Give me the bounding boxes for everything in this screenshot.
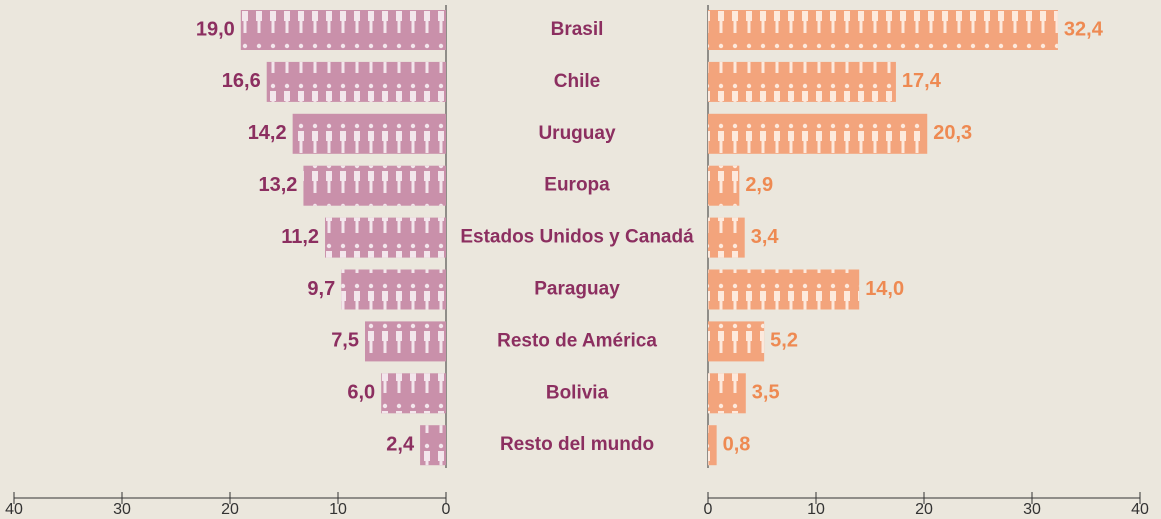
category-label: Chile: [554, 71, 600, 92]
value-label: 6,0: [347, 382, 375, 404]
category-label: Brasil: [551, 19, 604, 40]
bar-pattern: [708, 217, 745, 258]
x-tick-label: 0: [442, 501, 451, 518]
x-tick-label: 10: [329, 501, 347, 518]
value-label: 16,6: [222, 70, 261, 92]
bar-pattern: [708, 321, 765, 362]
value-label: 7,5: [331, 330, 359, 352]
value-label: 19,0: [196, 18, 235, 40]
bar-pattern: [381, 373, 446, 414]
value-label: 20,3: [933, 122, 972, 144]
value-label: 13,2: [259, 174, 298, 196]
x-tick-label: 0: [704, 501, 713, 518]
x-tick-label: 30: [1023, 501, 1041, 518]
category-label: Resto de América: [497, 330, 657, 351]
bar-pattern: [303, 165, 446, 206]
value-label: 2,9: [745, 174, 773, 196]
bar-pattern: [341, 269, 446, 310]
bar-pattern: [708, 165, 740, 206]
category-label: Estados Unidos y Canadá: [460, 227, 694, 248]
bar-pattern: [708, 269, 860, 310]
category-label: Bolivia: [546, 382, 609, 403]
bar-pattern: [266, 61, 446, 102]
x-tick-label: 40: [1131, 501, 1149, 518]
x-tick-label: 40: [5, 501, 23, 518]
x-tick-label: 20: [915, 501, 933, 518]
category-label: Uruguay: [538, 123, 616, 144]
value-label: 9,7: [307, 278, 335, 300]
bar-pattern: [292, 113, 446, 154]
bar-pattern: [240, 10, 446, 50]
bar-pattern: [708, 373, 746, 414]
value-label: 17,4: [902, 70, 942, 92]
value-label: 3,5: [752, 382, 780, 404]
value-label: 2,4: [386, 433, 415, 455]
category-label: Paraguay: [534, 279, 620, 300]
bar-pattern: [708, 61, 896, 102]
x-tick-label: 20: [221, 501, 239, 518]
value-label: 11,2: [281, 226, 319, 248]
value-label: 14,0: [865, 278, 904, 300]
value-label: 32,4: [1064, 18, 1104, 40]
value-label: 3,4: [751, 226, 780, 248]
bar-pattern: [365, 321, 446, 362]
value-label: 0,8: [723, 433, 751, 455]
bar-pattern: [420, 425, 446, 466]
bar-pattern: [708, 113, 928, 154]
category-label: Europa: [544, 175, 610, 196]
bar-pattern: [708, 425, 717, 466]
value-label: 14,2: [248, 122, 287, 144]
bar-pattern: [708, 10, 1058, 50]
category-label: Resto del mundo: [500, 434, 654, 455]
x-tick-label: 30: [113, 501, 131, 518]
bar-pattern: [325, 217, 446, 258]
value-label: 5,2: [770, 330, 798, 352]
x-tick-label: 10: [807, 501, 825, 518]
